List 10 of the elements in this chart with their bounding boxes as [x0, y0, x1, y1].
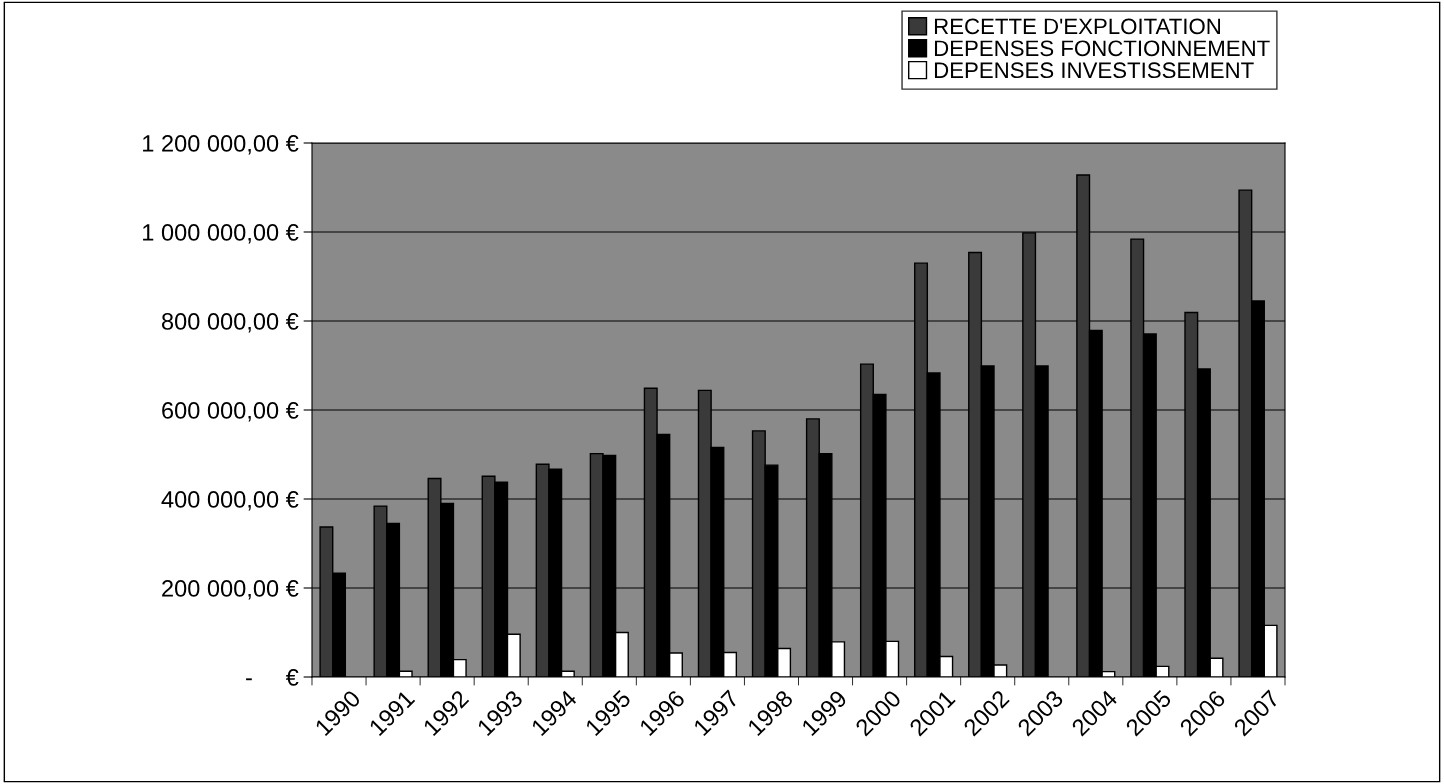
y-tick-label: 800 000,00 €	[161, 313, 299, 333]
legend-label: RECETTE D'EXPLOITATION	[934, 18, 1220, 35]
y-tick-label: 200 000,00 €	[162, 580, 299, 600]
y-tick-label: 1 200 000,00 €	[143, 135, 299, 155]
y-tick-label: 1 000 000,00 €	[143, 224, 299, 244]
y-tick-label: 600 000,00 €	[162, 402, 299, 422]
legend-label: DEPENSES INVESTISSEMENT	[934, 62, 1254, 79]
y-tick-label: 400 000,00 €	[161, 491, 299, 511]
y-tick-label: - €	[246, 669, 299, 686]
legend-label: DEPENSES FONCTIONNEMENT	[934, 40, 1270, 57]
